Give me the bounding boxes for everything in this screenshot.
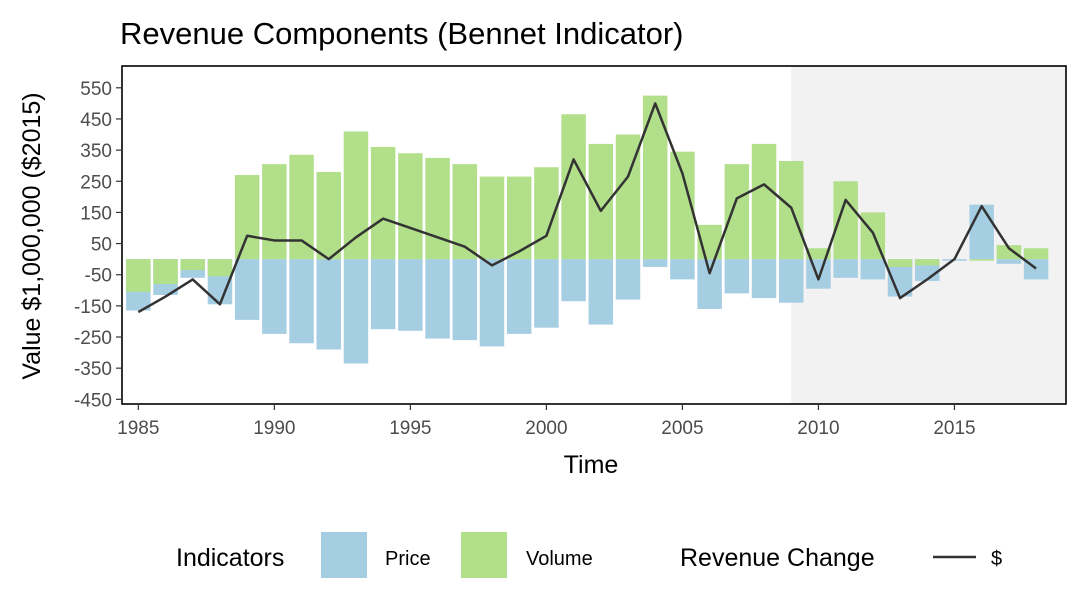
legend-label-line: $: [991, 548, 1002, 570]
x-tick-label: 1985: [117, 418, 159, 439]
bar-price-2003: [615, 259, 641, 300]
bar-price-1999: [506, 259, 532, 334]
bar-volume-2007: [724, 164, 750, 260]
bar-price-1991: [289, 259, 314, 344]
y-tick-label: 550: [80, 79, 112, 100]
bar-price-2008: [751, 259, 777, 299]
series-volume: [126, 95, 1049, 292]
bar-volume-2014: [915, 259, 940, 266]
y-tick-label: -150: [74, 297, 112, 318]
bar-price-2001: [561, 259, 586, 302]
revenue-change-line: [137, 102, 1037, 314]
x-axis: 1985 1990 1995 2000 2005 2010 2015: [117, 404, 976, 439]
chart-title: Revenue Components (Bennet Indicator): [120, 16, 684, 51]
bar-volume-1988: [207, 259, 233, 277]
bar-price-1995: [398, 259, 423, 331]
bar-volume-2004: [642, 95, 668, 260]
y-axis-title: Value $1,000,000 ($2015): [18, 92, 46, 379]
legend-label-price: Price: [385, 548, 431, 570]
bar-volume-1986: [153, 259, 178, 285]
bar-price-2011: [833, 259, 858, 278]
x-axis-title: Time: [564, 451, 619, 479]
x-tick-label: 2010: [797, 418, 839, 439]
bar-volume-1994: [370, 146, 396, 260]
bar-price-2007: [724, 259, 750, 294]
bar-volume-2017: [996, 245, 1022, 260]
bar-price-1990: [262, 259, 287, 334]
bar-volume-1989: [234, 175, 260, 260]
plot-area: [121, 65, 1067, 405]
legend-label-volume: Volume: [526, 548, 593, 570]
legend-key-price: [321, 532, 367, 578]
bar-volume-2001: [561, 114, 586, 260]
bar-price-2016: [969, 204, 994, 260]
legend-title-indicators: Indicators: [176, 544, 284, 572]
legend-key-volume: [461, 532, 507, 578]
x-tick-label: 2005: [661, 418, 703, 439]
bar-volume-2008: [751, 143, 777, 260]
bar-volume-2016: [969, 259, 994, 261]
bar-price-1994: [370, 259, 396, 330]
y-tick-label: 350: [80, 141, 112, 162]
bar-price-2005: [670, 259, 695, 280]
bar-price-1997: [452, 259, 478, 341]
bar-volume-1995: [398, 153, 423, 260]
x-tick-label: 1990: [253, 418, 295, 439]
x-tick-label: 2000: [525, 418, 567, 439]
bar-volume-1998: [479, 176, 505, 260]
y-tick-label: -450: [74, 390, 112, 411]
bar-price-1989: [234, 259, 260, 320]
bar-price-2004: [642, 259, 668, 267]
bar-volume-1992: [316, 171, 341, 260]
bar-volume-1985: [126, 259, 151, 292]
bar-price-2006: [697, 259, 722, 309]
y-tick-label: -350: [74, 359, 112, 380]
bar-volume-1993: [343, 131, 369, 260]
legend-title-revenue: Revenue Change: [680, 544, 875, 572]
bar-volume-1987: [180, 259, 205, 271]
y-tick-label: 450: [80, 110, 112, 131]
bar-volume-1990: [262, 164, 287, 260]
bar-price-2002: [588, 259, 614, 325]
x-tick-label: 1995: [389, 418, 431, 439]
bar-price-2017: [996, 259, 1022, 264]
bar-price-1993: [343, 259, 369, 364]
bar-price-1992: [316, 259, 341, 350]
bar-volume-2011: [833, 181, 858, 260]
bar-price-1996: [425, 259, 450, 339]
bar-price-2012: [860, 259, 886, 280]
y-tick-label: -250: [74, 328, 112, 349]
y-tick-label: 50: [91, 235, 112, 256]
bar-volume-1991: [289, 154, 314, 260]
bar-price-1998: [479, 259, 505, 347]
y-tick-label: -50: [85, 266, 112, 287]
y-axis: 550 450 350 250 150 50 -50 -150 -250 -350 -450: [74, 79, 122, 411]
bar-volume-1996: [425, 157, 450, 260]
bar-price-2000: [534, 259, 559, 328]
y-tick-label: 150: [80, 203, 112, 224]
bar-price-2009: [778, 259, 804, 303]
y-tick-label: 250: [80, 172, 112, 193]
legend: Indicators Price Volume Revenue Change $: [176, 532, 1002, 578]
bar-volume-2018: [1023, 248, 1049, 260]
bar-volume-2013: [887, 259, 913, 267]
bar-volume-2010: [806, 248, 831, 260]
plot-border: [121, 65, 1067, 405]
x-tick-label: 2015: [933, 418, 975, 439]
bar-price-2010: [806, 259, 831, 289]
